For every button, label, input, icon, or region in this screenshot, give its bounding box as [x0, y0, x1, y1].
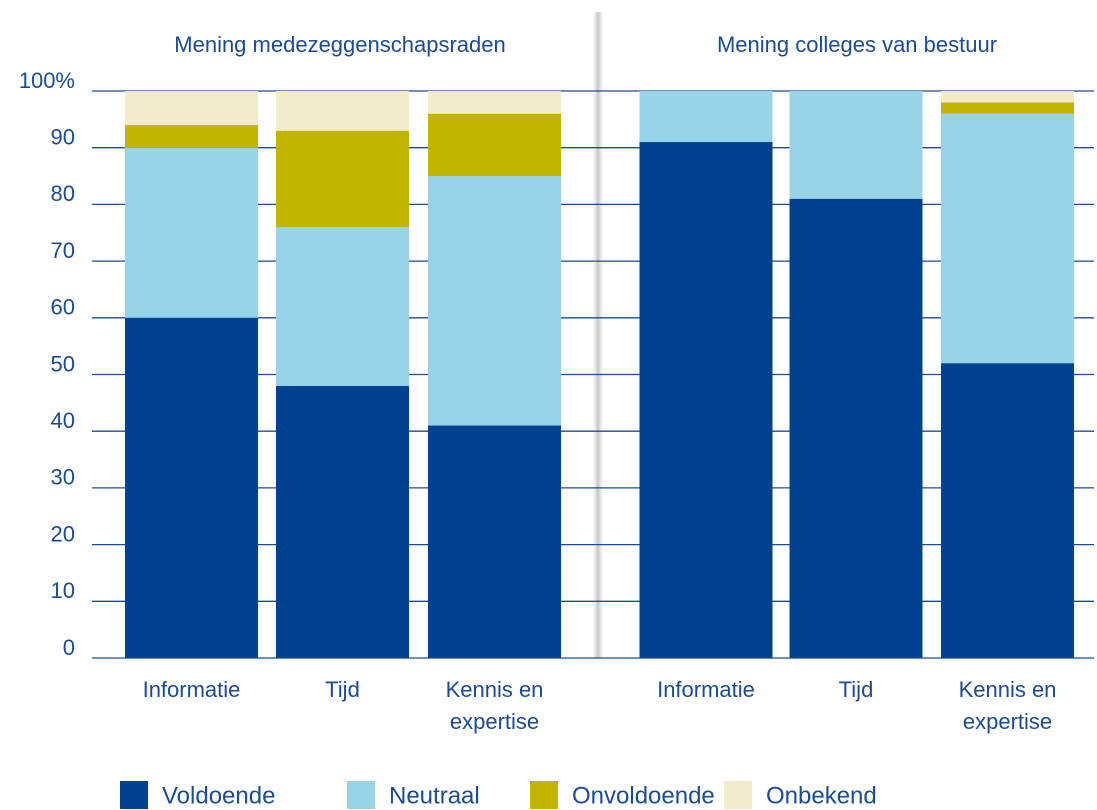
y-tick-label: 100%	[19, 68, 75, 93]
bar-segment	[125, 91, 258, 126]
y-tick-label: 0	[63, 635, 75, 660]
legend-swatch	[347, 781, 375, 809]
legend-swatch	[120, 781, 148, 809]
bar-segment	[276, 91, 409, 131]
x-tick-label: Informatie	[142, 677, 241, 702]
legend-swatch	[724, 781, 752, 809]
bar-segment	[125, 147, 258, 318]
bar-segment	[428, 113, 561, 177]
x-tick-label: Kennis en expertise	[445, 677, 544, 734]
y-tick-label: 30	[51, 465, 75, 490]
bar-segment	[941, 113, 1074, 364]
bar-segment	[276, 130, 409, 228]
group-title: Mening medezeggenschapsraden	[174, 32, 505, 57]
bar-segment	[276, 227, 409, 386]
bar-segment	[639, 142, 773, 658]
bar-segment	[428, 176, 561, 426]
y-tick-label: 40	[51, 408, 75, 433]
y-tick-label: 60	[51, 295, 75, 320]
bar-segment	[125, 317, 258, 658]
bar-segment	[276, 385, 409, 658]
x-tick-label: Tijd	[325, 677, 360, 702]
y-tick-label: 70	[51, 238, 75, 263]
x-tick-label: Tijd	[838, 677, 874, 702]
legend-label: Neutraal	[389, 782, 480, 809]
bar-segment	[941, 363, 1074, 658]
bar-segment	[428, 425, 561, 658]
bar-segment	[639, 91, 773, 143]
bar-segment	[789, 198, 923, 659]
group-title: Mening colleges van bestuur	[717, 32, 997, 57]
y-tick-label: 10	[51, 578, 75, 603]
x-tick-label: Informatie	[657, 677, 755, 702]
bar-segment	[428, 91, 561, 114]
x-tick-label: Kennis en expertise	[958, 677, 1057, 734]
y-tick-label: 90	[51, 125, 75, 150]
legend-swatch	[530, 781, 558, 809]
y-tick-label: 50	[51, 351, 75, 376]
bar-segment	[941, 91, 1074, 103]
y-tick-label: 80	[51, 181, 75, 206]
legend-label: Onvoldoende	[572, 782, 715, 809]
y-tick-label: 20	[51, 521, 75, 546]
bar-segment	[125, 125, 258, 148]
bar-segment	[789, 91, 923, 199]
bar-segment	[941, 102, 1074, 114]
legend-label: Voldoende	[162, 782, 275, 809]
group-divider	[593, 12, 603, 658]
legend-label: Onbekend	[766, 782, 877, 809]
